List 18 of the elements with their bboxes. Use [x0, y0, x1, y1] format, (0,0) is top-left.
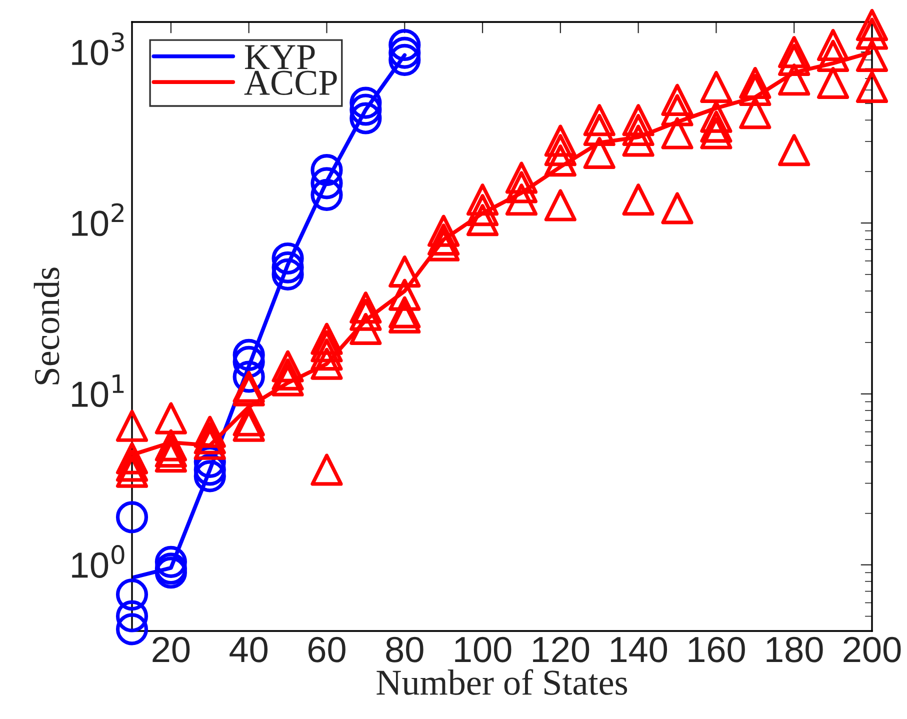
y-tick-label: 10$^{2}$ [72, 203, 124, 236]
x-tick-label: 100 [455, 636, 512, 662]
y-tick-label: 10$^{0}$ [72, 545, 124, 578]
x-tick-label: 60 [308, 636, 346, 662]
x-axis-title: Number of States [376, 669, 628, 695]
x-tick-label: 20 [152, 636, 190, 662]
y-tick-label: 10$^{3}$ [72, 32, 124, 66]
x-tick-label: 80 [386, 636, 424, 662]
x-tick-label: 40 [230, 636, 268, 662]
x-tick-label: 200 [844, 636, 901, 662]
legend-label: ACCP [244, 70, 337, 96]
y-tick-label: 10$^{1}$ [72, 374, 124, 408]
y-axis-title: Seconds [34, 268, 60, 384]
legend-label: KYP [244, 45, 315, 69]
x-tick-label: 120 [533, 636, 590, 662]
x-tick-label: 140 [610, 636, 668, 662]
x-tick-label: 180 [766, 636, 823, 662]
x-tick-label: 160 [688, 636, 745, 662]
